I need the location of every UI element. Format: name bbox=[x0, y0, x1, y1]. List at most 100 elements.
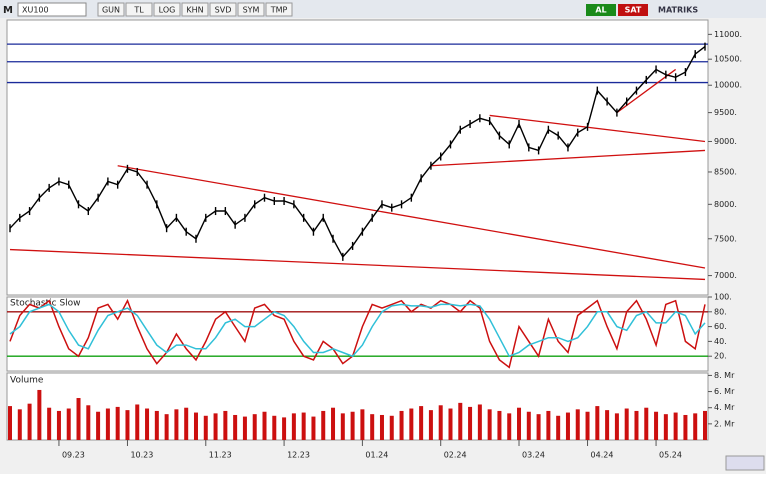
y-tick-label: 7500. bbox=[714, 234, 737, 243]
toolbar-button-label[interactable]: TL bbox=[133, 6, 144, 15]
symbol[interactable]: XU100 bbox=[22, 6, 49, 15]
sell-label[interactable]: SAT bbox=[625, 6, 642, 15]
toolbar-button[interactable] bbox=[181, 2, 209, 17]
toolbar-button[interactable] bbox=[209, 2, 237, 17]
sell-button[interactable] bbox=[618, 4, 648, 16]
x-tick-label: 12.23 bbox=[287, 451, 310, 460]
volume-bar bbox=[203, 415, 208, 440]
trend-line bbox=[9, 248, 706, 281]
volume-bar bbox=[311, 416, 316, 440]
volume-bar bbox=[105, 408, 110, 440]
volume-bar bbox=[585, 411, 590, 440]
volume-bar bbox=[262, 411, 267, 440]
volume-bar bbox=[595, 406, 600, 440]
volume-bar bbox=[56, 410, 61, 440]
toolbar-button-label[interactable]: LOG bbox=[159, 6, 176, 15]
x-tick-label: 10.23 bbox=[130, 451, 153, 460]
y-tick-label: 20. bbox=[714, 352, 727, 361]
volume-bar bbox=[614, 413, 619, 440]
y-tick-label: 9000. bbox=[714, 137, 737, 146]
volume-bar bbox=[272, 415, 277, 440]
symbol-box[interactable] bbox=[17, 2, 87, 17]
volume-bar bbox=[634, 410, 639, 440]
volume-bar bbox=[115, 406, 120, 440]
volume-bar bbox=[487, 409, 492, 440]
volume-bar bbox=[76, 398, 81, 440]
volume-bar bbox=[497, 410, 502, 440]
x-tick-label: 03.24 bbox=[522, 451, 545, 460]
toolbar-button-label[interactable]: SYM bbox=[243, 6, 260, 15]
volume-bar bbox=[360, 409, 365, 440]
volume-bar bbox=[350, 411, 355, 440]
stoch-panel bbox=[6, 296, 709, 372]
toolbar-button[interactable] bbox=[125, 2, 153, 17]
x-tick-label: 02.24 bbox=[444, 451, 467, 460]
y-tick-label: 40. bbox=[714, 337, 727, 346]
volume-bar bbox=[438, 405, 443, 440]
y-tick-label: 6. Mr bbox=[714, 387, 735, 396]
volume-bar bbox=[242, 416, 247, 440]
volume-bar bbox=[468, 406, 473, 440]
buy-label[interactable]: AL bbox=[595, 6, 606, 15]
y-tick-label: 80. bbox=[714, 307, 727, 316]
mode[interactable]: M bbox=[3, 5, 13, 16]
y-tick-label: 100. bbox=[714, 293, 732, 302]
trend-line bbox=[117, 165, 706, 269]
volume-bar bbox=[233, 414, 238, 440]
volume-bar bbox=[321, 410, 326, 440]
volume-bar bbox=[301, 412, 306, 440]
volume-bar bbox=[517, 407, 522, 440]
y-tick-label: 9500. bbox=[714, 108, 737, 117]
volume-bar bbox=[693, 413, 698, 440]
volume-bar bbox=[683, 414, 688, 440]
stoch-line bbox=[9, 298, 706, 369]
toolbar-button[interactable] bbox=[237, 2, 265, 17]
toolbar-button[interactable] bbox=[265, 2, 293, 17]
volume-bar bbox=[536, 414, 541, 440]
x-tick-label: 04.24 bbox=[591, 451, 614, 460]
x-tick-label: 01.24 bbox=[365, 451, 388, 460]
y-tick-label: 7000. bbox=[714, 271, 737, 280]
volume-bar bbox=[252, 414, 257, 440]
volume-bar bbox=[86, 405, 91, 440]
volume-bar bbox=[164, 414, 169, 440]
volume-bar bbox=[47, 407, 52, 440]
toolbar-button-label[interactable]: KHN bbox=[186, 6, 203, 15]
volume-bar bbox=[174, 409, 179, 440]
y-tick-label: 10000. bbox=[714, 81, 742, 90]
volume-bar bbox=[448, 408, 453, 440]
trend-line bbox=[489, 114, 706, 143]
volume-bar bbox=[213, 413, 218, 440]
toolbar-button-label[interactable]: GUN bbox=[102, 6, 120, 15]
nav-buttons[interactable] bbox=[725, 455, 765, 471]
toolbar-button-label[interactable]: TMP bbox=[270, 6, 288, 15]
volume-bar bbox=[370, 414, 375, 440]
y-tick-label: 8500. bbox=[714, 167, 737, 176]
volume-bar bbox=[477, 404, 482, 440]
toolbar-button[interactable] bbox=[153, 2, 181, 17]
buy-button[interactable] bbox=[586, 4, 616, 16]
price-panel bbox=[6, 19, 709, 296]
volume-bar bbox=[27, 403, 32, 440]
x-tick-label: 11.23 bbox=[209, 451, 232, 460]
toolbar-button[interactable] bbox=[97, 2, 125, 17]
volume-bar bbox=[428, 410, 433, 440]
volume-bar bbox=[135, 404, 140, 440]
volume-panel bbox=[6, 372, 709, 441]
brand: MATRIKS bbox=[658, 6, 698, 15]
volume-bar bbox=[644, 407, 649, 440]
volume-bar bbox=[399, 410, 404, 440]
volume-bar bbox=[507, 413, 512, 440]
volume-bar bbox=[184, 407, 189, 440]
price-line bbox=[9, 46, 706, 259]
volume-bar bbox=[556, 415, 561, 440]
volume-bar bbox=[125, 410, 130, 440]
toolbar-button-label[interactable]: SVD bbox=[215, 6, 232, 15]
x-tick-label: 05.24 bbox=[659, 451, 682, 460]
trend-line bbox=[430, 149, 706, 167]
volume-bar bbox=[193, 412, 198, 440]
volume-bar bbox=[331, 407, 336, 440]
y-tick-label: 2. Mr bbox=[714, 419, 735, 428]
